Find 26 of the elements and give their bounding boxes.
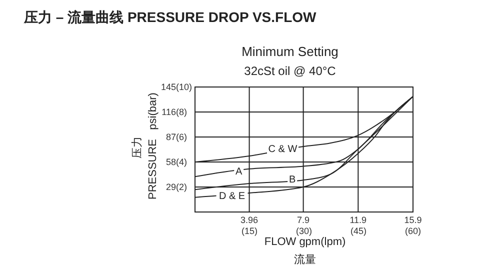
annotation: D & E: [218, 190, 246, 202]
annotation: A: [236, 166, 243, 178]
y2-tick-label: (10): [176, 82, 192, 92]
x2-tick-label: (15): [241, 226, 258, 236]
x2-tick-label: (30): [296, 226, 312, 236]
y2-tick-label: (2): [176, 182, 187, 192]
y-axis-title: 压力 PRESSURE psi(bar): [130, 92, 159, 202]
y-tick-label: 145: [160, 82, 176, 92]
x-tick-label: 3.96: [240, 215, 258, 225]
y2-tick-label: (8): [176, 107, 187, 117]
x-tick-label: 15.9: [404, 215, 422, 225]
annotation: B: [289, 174, 296, 186]
x2-tick-label: (45): [350, 226, 367, 236]
y-tick-label: 29: [166, 182, 176, 192]
x-tick-label: 11.9: [350, 215, 367, 225]
x-tick-label: 7.9: [297, 215, 310, 225]
annotation: C & W: [268, 144, 298, 156]
x2-tick-label: (60): [404, 226, 422, 236]
y-tick-label: 87: [166, 132, 176, 142]
chart-subtitle: Minimum Setting 32cSt oil @ 40°C: [240, 44, 340, 78]
y2-tick-label: (4): [176, 157, 187, 167]
y-tick-label: 116: [162, 107, 176, 117]
y-tick-label: 58: [166, 157, 176, 167]
x-axis-title: FLOW gpm(lpm) 流量: [263, 236, 347, 267]
chart-title: 压力 – 流量曲线 PRESSURE DROP VS.FLOW: [24, 9, 316, 27]
y2-tick-label: (6): [176, 132, 187, 142]
